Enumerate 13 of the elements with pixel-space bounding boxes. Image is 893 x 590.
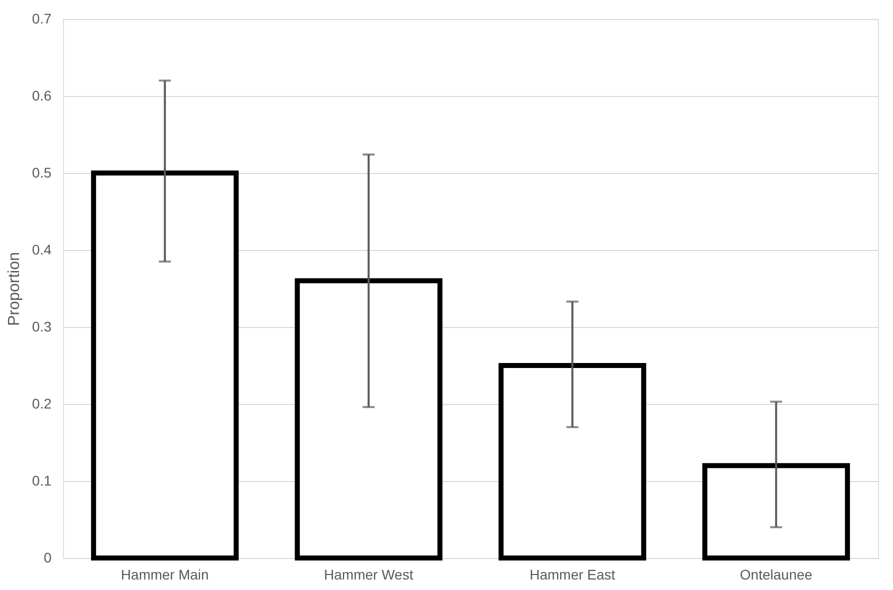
y-tick-label: 0.3	[32, 318, 52, 334]
y-axis-title: Proportion	[6, 252, 24, 326]
y-tick-label: 0.4	[32, 242, 52, 258]
y-tick-label: 0.1	[32, 472, 52, 488]
y-tick-label: 0.5	[32, 164, 52, 180]
y-tick-label: 0.2	[32, 396, 52, 412]
y-tick-label: 0.6	[32, 88, 52, 104]
x-tick-label: Hammer West	[324, 566, 414, 582]
x-tick-label: Hammer Main	[120, 566, 209, 582]
y-tick-label: 0	[44, 550, 52, 566]
y-tick-label: 0.7	[32, 10, 52, 26]
x-tick-label: Hammer East	[530, 566, 616, 582]
x-tick-label: Ontelaunee	[740, 566, 813, 582]
